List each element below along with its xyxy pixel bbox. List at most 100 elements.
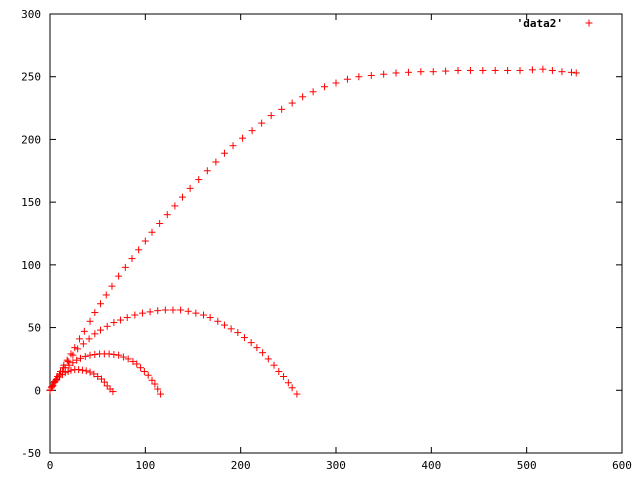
data-point bbox=[572, 69, 580, 77]
data-point bbox=[91, 330, 99, 338]
data-point bbox=[109, 388, 117, 396]
data-point bbox=[293, 390, 301, 398]
data-points bbox=[46, 65, 580, 398]
data-point bbox=[220, 149, 228, 157]
tick-labels: 0 100 200 300 400 500 600 -50 0 50 100 150 200 250 300 bbox=[21, 8, 632, 472]
data-point bbox=[259, 349, 267, 357]
data-point bbox=[97, 326, 105, 334]
data-point bbox=[280, 372, 288, 380]
data-point bbox=[75, 366, 83, 374]
data-point bbox=[151, 380, 159, 388]
data-point bbox=[156, 219, 164, 227]
data-point bbox=[179, 193, 187, 201]
data-point bbox=[137, 364, 145, 372]
data-point bbox=[539, 65, 547, 73]
data-point bbox=[64, 357, 72, 365]
data-point bbox=[64, 367, 72, 375]
data-point bbox=[80, 327, 88, 335]
data-point bbox=[184, 307, 192, 315]
x-tick-label: 400 bbox=[421, 459, 441, 472]
data-point bbox=[86, 368, 94, 376]
data-point bbox=[94, 372, 102, 380]
data-point bbox=[110, 319, 118, 327]
data-point bbox=[454, 66, 462, 74]
data-point bbox=[206, 314, 214, 322]
data-point bbox=[199, 311, 207, 319]
data-point bbox=[240, 334, 248, 342]
data-point bbox=[115, 272, 123, 280]
data-point bbox=[163, 211, 171, 219]
data-point bbox=[103, 322, 111, 330]
data-point bbox=[258, 119, 266, 127]
data-point bbox=[131, 311, 139, 319]
y-tick-label: 250 bbox=[21, 71, 41, 84]
data-point bbox=[146, 308, 154, 316]
data-point bbox=[140, 367, 148, 375]
data-point bbox=[264, 355, 272, 363]
data-point bbox=[220, 321, 228, 329]
data-point bbox=[466, 66, 474, 74]
data-point bbox=[97, 375, 105, 383]
data-point bbox=[61, 369, 69, 377]
data-point bbox=[154, 385, 162, 393]
data-point bbox=[79, 340, 87, 348]
data-point bbox=[309, 88, 317, 96]
data-point bbox=[169, 306, 177, 314]
data-point bbox=[392, 69, 400, 77]
legend: 'data2' bbox=[517, 17, 593, 30]
data-point bbox=[102, 291, 110, 299]
y-tick-label: 100 bbox=[21, 259, 41, 272]
data-point bbox=[154, 307, 162, 315]
data-point bbox=[248, 127, 256, 135]
data-point bbox=[516, 66, 524, 74]
data-point bbox=[332, 79, 340, 87]
data-point bbox=[195, 176, 203, 184]
data-point bbox=[108, 282, 116, 290]
data-point bbox=[133, 360, 141, 368]
data-point bbox=[192, 309, 200, 317]
data-point bbox=[161, 306, 169, 314]
data-point bbox=[144, 371, 152, 379]
data-point bbox=[321, 83, 329, 91]
x-tick-label: 0 bbox=[47, 459, 54, 472]
data-point bbox=[239, 134, 247, 142]
data-point bbox=[86, 317, 94, 325]
data-point bbox=[135, 246, 143, 254]
data-point bbox=[73, 356, 81, 364]
data-point bbox=[117, 316, 125, 324]
y-tick-label: -50 bbox=[21, 447, 41, 460]
x-tick-label: 500 bbox=[517, 459, 537, 472]
data-point bbox=[157, 390, 165, 398]
data-point bbox=[110, 351, 118, 359]
data-point bbox=[69, 359, 77, 367]
data-point bbox=[78, 366, 86, 374]
data-point bbox=[567, 68, 575, 76]
data-point bbox=[212, 158, 220, 166]
data-point bbox=[74, 345, 82, 353]
data-point bbox=[71, 344, 79, 352]
data-point bbox=[85, 335, 93, 343]
data-point bbox=[284, 379, 292, 387]
data-point bbox=[275, 367, 283, 375]
data-point bbox=[186, 184, 194, 192]
y-tick-label: 150 bbox=[21, 196, 41, 209]
data-point bbox=[138, 309, 146, 317]
legend-label: 'data2' bbox=[517, 17, 563, 30]
data-point bbox=[90, 370, 98, 378]
data-point bbox=[141, 237, 149, 245]
data-point bbox=[81, 352, 89, 360]
data-point bbox=[129, 357, 137, 365]
data-point bbox=[214, 317, 222, 325]
data-point bbox=[429, 68, 437, 76]
data-point bbox=[270, 361, 278, 369]
y-tick-label: 200 bbox=[21, 133, 41, 146]
data-point bbox=[77, 354, 85, 362]
data-point bbox=[65, 361, 73, 369]
data-point bbox=[367, 71, 375, 79]
data-point bbox=[100, 378, 108, 386]
data-point bbox=[97, 300, 105, 308]
data-point bbox=[234, 329, 242, 337]
data-point bbox=[548, 66, 556, 74]
data-point bbox=[177, 306, 185, 314]
